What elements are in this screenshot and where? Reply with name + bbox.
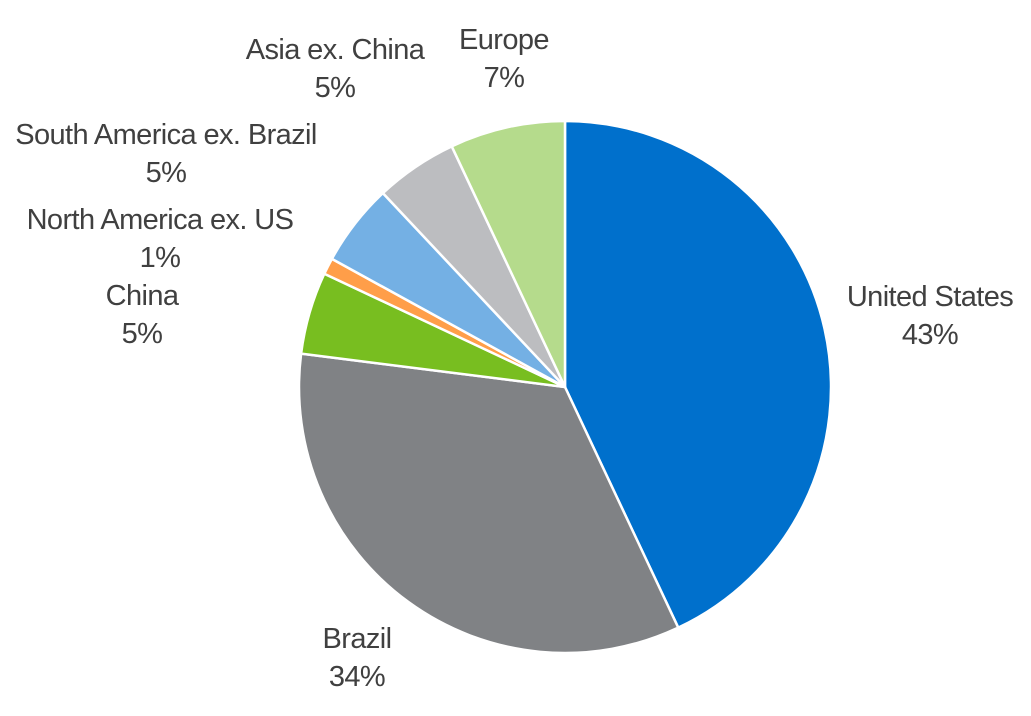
- slice-label-south-america-ex-brazil: South America ex. Brazil: [15, 119, 317, 151]
- slice-label-united-states: United States: [847, 281, 1013, 313]
- pie-slice-brazil: [297, 352, 680, 655]
- slice-label-asia-ex-china: Asia ex. China: [246, 34, 426, 66]
- slice-value-south-america-ex-brazil: 5%: [146, 157, 187, 189]
- slice-value-china: 5%: [122, 318, 163, 350]
- slice-value-asia-ex-china: 5%: [315, 72, 356, 104]
- pie-labels: United States 43% Brazil 34% China 5% North Am…: [15, 24, 1014, 693]
- slice-value-united-states: 43%: [902, 319, 958, 351]
- slice-label-china: China: [106, 280, 180, 312]
- slice-label-north-america-ex-us: North America ex. US: [27, 204, 294, 236]
- slice-value-north-america-ex-us: 1%: [140, 242, 181, 274]
- pie-slice-united-states: [563, 119, 833, 629]
- slice-value-europe: 7%: [484, 62, 525, 94]
- slice-value-brazil: 34%: [329, 661, 385, 693]
- pie-slices: [297, 119, 833, 655]
- pie-slice-europe: [450, 119, 567, 389]
- slice-label-brazil: Brazil: [323, 623, 392, 655]
- slice-label-europe: Europe: [459, 24, 549, 56]
